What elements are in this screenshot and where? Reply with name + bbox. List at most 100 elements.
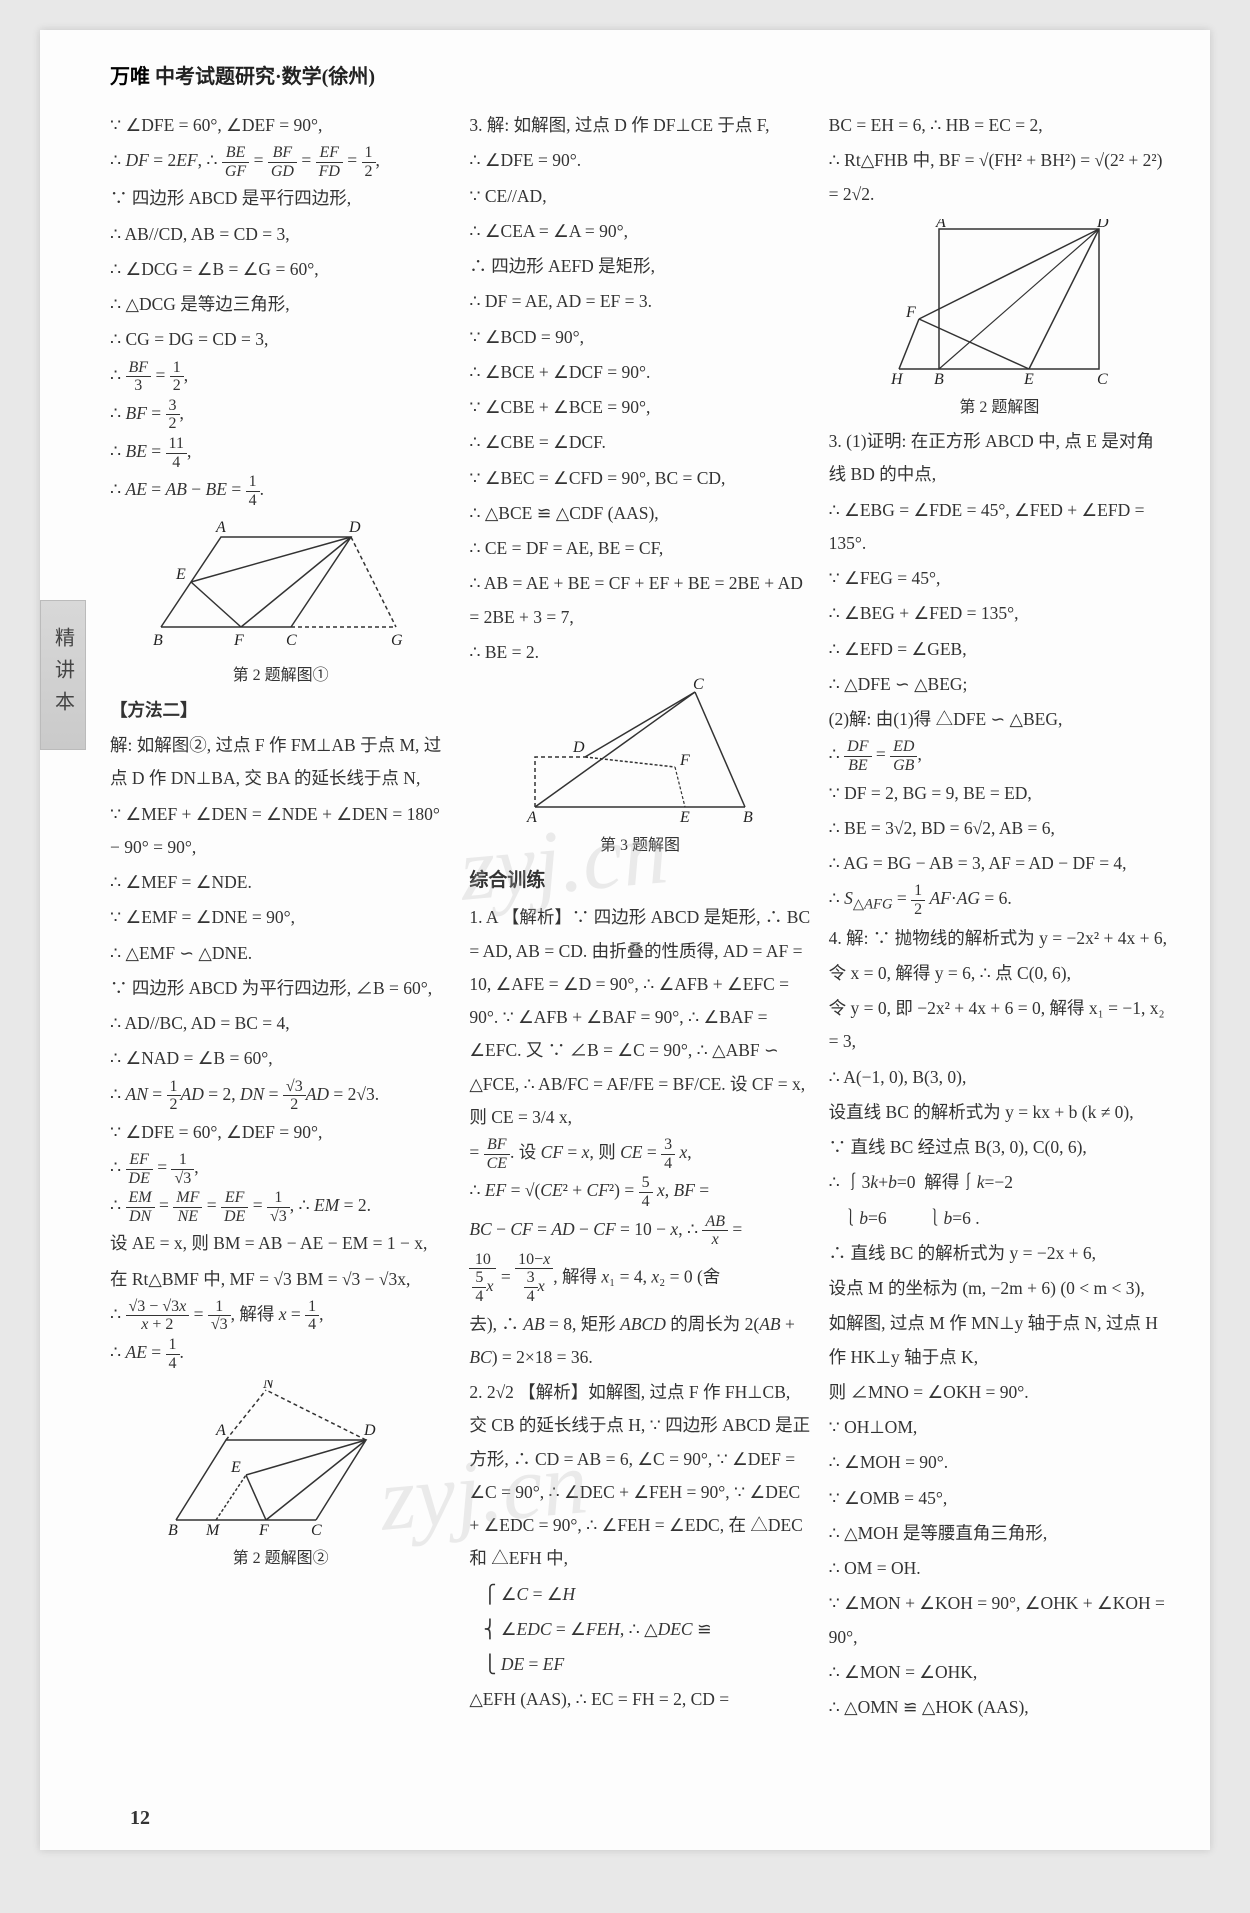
page: 万唯 中考试题研究·数学(徐州) 精讲本 zyj.cn zyj.cn ∵ ∠DF… — [40, 30, 1210, 1850]
line: ∴ △MOH 是等腰直角三角形, — [829, 1517, 1170, 1550]
line: 则 ∠MNO = ∠OKH = 90°. — [829, 1376, 1170, 1409]
line: ∴ AE = AB − BE = 14. — [110, 473, 451, 509]
svg-text:E: E — [679, 809, 690, 826]
line: 1. A 【解析】∵ 四边形 ABCD 是矩形, ∴ BC = AD, AB =… — [469, 901, 810, 1134]
line: ∴ CG = DG = CD = 3, — [110, 323, 451, 356]
line: ∵ ∠DFE = 60°, ∠DEF = 90°, — [110, 109, 451, 142]
line: ∴ ∠EFD = ∠GEB, — [829, 633, 1170, 666]
line: ∴ 直线 BC 的解析式为 y = −2x + 6, — [829, 1237, 1170, 1270]
line: △EFH (AAS), ∴ EC = FH = 2, CD = — [469, 1683, 810, 1716]
figure-caption: 第 2 题解图② — [110, 1544, 451, 1574]
svg-text:D: D — [1096, 219, 1109, 231]
figure-3: C D F A E B — [525, 677, 755, 827]
line: ∴ ∠BCE + ∠DCF = 90°. — [469, 356, 810, 389]
svg-text:A: A — [215, 1422, 226, 1439]
line: 如解图, 过点 M 作 MN⊥y 轴于点 N, 过点 H 作 HK⊥y 轴于点 … — [829, 1307, 1170, 1374]
line: ∵ OH⊥OM, — [829, 1411, 1170, 1444]
line: 2. 2√2 【解析】如解图, 过点 F 作 FH⊥CB, 交 CB 的延长线于… — [469, 1376, 810, 1576]
svg-text:B: B — [934, 371, 944, 388]
line: BC − CF = AD − CF = 10 − x, ∴ ABx = — [469, 1213, 810, 1249]
line: ∵ ∠BEC = ∠CFD = 90°, BC = CD, — [469, 462, 810, 495]
line: ∴ AN = 12AD = 2, DN = √32AD = 2√3. — [110, 1078, 451, 1114]
line: ∴ DF = 2EF, ∴ BEGF = BFGD = EFFD = 12, — [110, 144, 451, 180]
page-number: 12 — [130, 1807, 150, 1830]
line: (2)解: 由(1)得 △DFE ∽ △BEG, — [829, 703, 1170, 736]
line: ∴ ∠CBE = ∠DCF. — [469, 426, 810, 459]
line: ∴ A(−1, 0), B(3, 0), — [829, 1061, 1170, 1094]
line: ∵ ∠MEF + ∠DEN = ∠NDE + ∠DEN = 180° − 90°… — [110, 798, 451, 865]
svg-text:B: B — [168, 1522, 178, 1539]
brand-logo: 万唯 — [110, 66, 150, 88]
line: ∴ BF3 = 12, — [110, 359, 451, 395]
line: ∴ AD//BC, AD = BC = 4, — [110, 1007, 451, 1040]
line: 4. 解: ∵ 抛物线的解析式为 y = −2x² + 4x + 6, — [829, 922, 1170, 955]
svg-text:C: C — [1097, 371, 1108, 388]
line: ∴ ∠NAD = ∠B = 60°, — [110, 1042, 451, 1075]
line: ∴ AB = AE + BE = CF + EF + BE = 2BE + AD… — [469, 567, 810, 634]
line: ∴ OM = OH. — [829, 1552, 1170, 1585]
figure-caption: 第 2 题解图① — [110, 661, 451, 691]
figure-2: N A D E B M F C — [166, 1380, 396, 1540]
line: ∴ EMDN = MFNE = EFDE = 1√3, ∴ EM = 2. — [110, 1189, 451, 1225]
line: ∵ ∠OMB = 45°, — [829, 1482, 1170, 1515]
line: ⎩ DE = EF — [469, 1648, 810, 1681]
svg-text:F: F — [905, 304, 916, 321]
svg-text:D: D — [572, 739, 585, 756]
line: 在 Rt△BMF 中, MF = √3 BM = √3 − √3x, — [110, 1263, 451, 1296]
line: ∴ ∠CEA = ∠A = 90°, — [469, 215, 810, 248]
side-tab: 精讲本 — [40, 600, 86, 750]
line: ⎧ ∠C = ∠H — [469, 1578, 810, 1611]
line: = BFCE. 设 CF = x, 则 CE = 34 x, — [469, 1136, 810, 1172]
svg-text:B: B — [153, 632, 163, 649]
column-2: 3. 解: 如解图, 过点 D 作 DF⊥CE 于点 F, ∴ ∠DFE = 9… — [469, 107, 810, 1726]
line: ∴ △DFE ∽ △BEG; — [829, 668, 1170, 701]
line: ⎨ ∠EDC = ∠FEH, ∴ △DEC ≌ — [469, 1613, 810, 1646]
line: ∴ AG = BG − AB = 3, AF = AD − DF = 4, — [829, 847, 1170, 880]
line: ∴ ∠EBG = ∠FDE = 45°, ∠FED + ∠EFD = 135°. — [829, 494, 1170, 561]
line: ∴ AE = 14. — [110, 1336, 451, 1372]
svg-text:G: G — [391, 632, 403, 649]
svg-text:M: M — [205, 1522, 221, 1539]
svg-text:H: H — [890, 371, 904, 388]
line: ∴ DFBE = EDGB, — [829, 738, 1170, 774]
line: ∴ BF = 32, — [110, 397, 451, 433]
line: 令 x = 0, 解得 y = 6, ∴ 点 C(0, 6), — [829, 957, 1170, 990]
content-columns: ∵ ∠DFE = 60°, ∠DEF = 90°, ∴ DF = 2EF, ∴ … — [110, 107, 1170, 1726]
line: ∵ ∠CBE + ∠BCE = 90°, — [469, 391, 810, 424]
figure-caption: 第 2 题解图 — [829, 393, 1170, 423]
line: ∴ S△AFG = 12 AF·AG = 6. — [829, 882, 1170, 919]
line: ∴ ∠MON = ∠OHK, — [829, 1656, 1170, 1689]
line: 3. (1)证明: 在正方形 ABCD 中, 点 E 是对角线 BD 的中点, — [829, 425, 1170, 492]
line: ∵ ∠EMF = ∠DNE = 90°, — [110, 901, 451, 934]
line: 解: 如解图②, 过点 F 作 FM⊥AB 于点 M, 过点 D 作 DN⊥BA… — [110, 729, 451, 796]
line: ∴ BE = 3√2, BD = 6√2, AB = 6, — [829, 812, 1170, 845]
header-title: 中考试题研究·数学(徐州) — [155, 66, 375, 88]
line: ∴ √3 − √3xx + 2 = 1√3, 解得 x = 14, — [110, 1298, 451, 1334]
figure-1: A D E B F C G — [151, 517, 411, 657]
line: ∴ CE = DF = AE, BE = CF, — [469, 532, 810, 565]
figure-caption: 第 3 题解图 — [469, 831, 810, 861]
line: ∴ △BCE ≌ △CDF (AAS), — [469, 497, 810, 530]
svg-text:E: E — [1023, 371, 1034, 388]
line: ∵ ∠DFE = 60°, ∠DEF = 90°, — [110, 1116, 451, 1149]
line: ∵ ∠MON + ∠KOH = 90°, ∠OHK + ∠KOH = 90°, — [829, 1587, 1170, 1654]
line: BC = EH = 6, ∴ HB = EC = 2, — [829, 109, 1170, 142]
line: ∵ DF = 2, BG = 9, BE = ED, — [829, 777, 1170, 810]
line: ∴ △EMF ∽ △DNE. — [110, 937, 451, 970]
line: ∴ BE = 2. — [469, 636, 810, 669]
svg-text:C: C — [693, 677, 704, 693]
svg-text:B: B — [743, 809, 753, 826]
line: ∴ Rt△FHB 中, BF = √(FH² + BH²) = √(2² + 2… — [829, 144, 1170, 211]
line: ∴ ∠BEG + ∠FED = 135°, — [829, 597, 1170, 630]
line: ∵ ∠BCD = 90°, — [469, 321, 810, 354]
method-label: 【方法二】 — [110, 694, 451, 727]
line: 3. 解: 如解图, 过点 D 作 DF⊥CE 于点 F, — [469, 109, 810, 142]
line: ∴ ⎰3k+b=0 解得⎰k=−2 — [829, 1166, 1170, 1199]
line: ∵ 直线 BC 经过点 B(3, 0), C(0, 6), — [829, 1131, 1170, 1164]
line: ∴ EFDE = 1√3, — [110, 1151, 451, 1187]
figure-4: A D F H B E C — [879, 219, 1119, 389]
line: ∵ 四边形 ABCD 为平行四边形, ∠B = 60°, — [110, 972, 451, 1005]
line: ∴ DF = AE, AD = EF = 3. — [469, 285, 810, 318]
svg-text:C: C — [286, 632, 297, 649]
line: ∴ BE = 114, — [110, 435, 451, 471]
